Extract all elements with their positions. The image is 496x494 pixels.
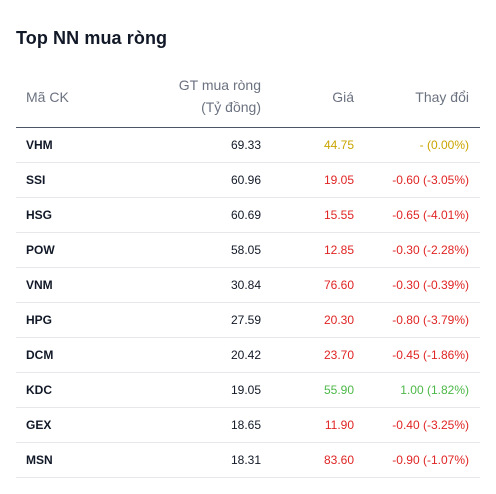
price: 76.60 <box>323 278 354 292</box>
column-header-code[interactable]: Mã CK <box>26 89 69 105</box>
column-header-net-buy-value-line1: GT mua ròng <box>178 77 261 93</box>
stock-code[interactable]: MSN <box>26 453 53 467</box>
price: 55.90 <box>323 383 354 397</box>
stock-code[interactable]: DCM <box>26 348 54 362</box>
table-header: Mã CK GT mua ròng (Tỷ đồng) Giá Thay đổi <box>16 70 480 128</box>
stock-code[interactable]: KDC <box>26 383 52 397</box>
price-change: -0.80 (-3.79%) <box>392 313 469 327</box>
price-change: -0.65 (-4.01%) <box>392 208 469 222</box>
price: 83.60 <box>323 453 354 467</box>
net-buy-value: 27.59 <box>230 313 261 327</box>
price: 20.30 <box>323 313 354 327</box>
stock-code[interactable]: POW <box>26 243 55 257</box>
net-buy-value: 30.84 <box>230 278 261 292</box>
column-header-net-buy-value-line2: (Tỷ đồng) <box>201 99 261 115</box>
price-change: -0.60 (-3.05%) <box>392 173 469 187</box>
price: 44.75 <box>323 138 354 152</box>
column-header-price[interactable]: Giá <box>332 89 354 105</box>
price-change: - (0.00%) <box>419 138 469 152</box>
table-row[interactable]: VNM 30.84 76.60 -0.30 (-0.39%) <box>16 268 480 303</box>
table-row[interactable]: MSN 18.31 83.60 -0.90 (-1.07%) <box>16 443 480 478</box>
foreign-net-buy-table: Mã CK GT mua ròng (Tỷ đồng) Giá Thay đổi… <box>16 70 480 478</box>
price: 15.55 <box>323 208 354 222</box>
column-header-change[interactable]: Thay đổi <box>415 89 469 105</box>
price-change: -0.30 (-2.28%) <box>392 243 469 257</box>
table-row[interactable]: KDC 19.05 55.90 1.00 (1.82%) <box>16 373 480 408</box>
net-buy-value: 18.65 <box>230 418 261 432</box>
price-change: -0.30 (-0.39%) <box>392 278 469 292</box>
price-change: 1.00 (1.82%) <box>400 383 469 397</box>
table-row[interactable]: POW 58.05 12.85 -0.30 (-2.28%) <box>16 233 480 268</box>
net-buy-value: 60.96 <box>230 173 261 187</box>
table-row[interactable]: GEX 18.65 11.90 -0.40 (-3.25%) <box>16 408 480 443</box>
stock-code[interactable]: VNM <box>26 278 53 292</box>
net-buy-value: 69.33 <box>230 138 261 152</box>
price: 12.85 <box>323 243 354 257</box>
price-change: -0.45 (-1.86%) <box>392 348 469 362</box>
table-row[interactable]: DCM 20.42 23.70 -0.45 (-1.86%) <box>16 338 480 373</box>
stock-code[interactable]: HSG <box>26 208 53 222</box>
stock-code[interactable]: SSI <box>26 173 46 187</box>
net-buy-value: 60.69 <box>230 208 261 222</box>
price: 23.70 <box>323 348 354 362</box>
price: 11.90 <box>324 418 354 432</box>
price-change: -0.90 (-1.07%) <box>392 453 469 467</box>
net-buy-value: 20.42 <box>230 348 261 362</box>
table-row[interactable]: HPG 27.59 20.30 -0.80 (-3.79%) <box>16 303 480 338</box>
page-title: Top NN mua ròng <box>16 28 168 48</box>
price-change: -0.40 (-3.25%) <box>392 418 469 432</box>
table-row[interactable]: HSG 60.69 15.55 -0.65 (-4.01%) <box>16 198 480 233</box>
stock-code[interactable]: HPG <box>26 313 53 327</box>
price: 19.05 <box>323 173 354 187</box>
net-buy-value: 19.05 <box>230 383 261 397</box>
table-body: VHM 69.33 44.75 - (0.00%) SSI 60.96 19.05 -0.60… <box>16 128 480 478</box>
table-row[interactable]: VHM 69.33 44.75 - (0.00%) <box>16 128 480 163</box>
column-header-net-buy-value[interactable]: GT mua ròng (Tỷ đồng) <box>179 74 261 118</box>
table-row[interactable]: SSI 60.96 19.05 -0.60 (-3.05%) <box>16 163 480 198</box>
net-buy-value: 58.05 <box>230 243 261 257</box>
stock-code[interactable]: VHM <box>26 138 53 152</box>
net-buy-value: 18.31 <box>230 453 261 467</box>
stock-code[interactable]: GEX <box>26 418 52 432</box>
